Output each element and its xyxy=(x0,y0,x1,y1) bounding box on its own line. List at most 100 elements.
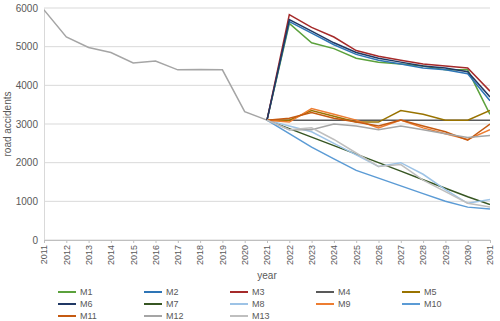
series-line xyxy=(267,109,490,140)
y-tick-label: 5000 xyxy=(16,41,39,52)
x-tick-mark xyxy=(222,240,223,243)
legend-swatch xyxy=(402,291,420,293)
series-line xyxy=(44,10,267,120)
x-tick-label: 2018 xyxy=(195,245,205,265)
series-line xyxy=(267,20,490,121)
grid-line xyxy=(44,162,490,163)
legend-swatch xyxy=(230,315,248,317)
x-tick: 2020 xyxy=(240,240,250,265)
legend-item: M12 xyxy=(144,311,184,321)
legend-item: M10 xyxy=(402,299,442,309)
x-tick-label: 2023 xyxy=(307,245,317,265)
grid-line xyxy=(44,124,490,125)
x-tick-mark xyxy=(289,240,290,243)
x-tick-label: 2017 xyxy=(173,245,183,265)
legend-label: M10 xyxy=(424,299,442,309)
grid-line xyxy=(44,85,490,86)
x-tick-label: 2027 xyxy=(396,245,406,265)
x-tick: 2019 xyxy=(218,240,228,265)
legend-label: M7 xyxy=(166,299,179,309)
legend-item: M3 xyxy=(230,287,265,297)
x-tick: 2013 xyxy=(84,240,94,265)
x-tick-mark xyxy=(245,240,246,243)
x-tick-label: 2030 xyxy=(463,245,473,265)
x-tick: 2025 xyxy=(352,240,362,265)
legend-item: M13 xyxy=(230,311,270,321)
legend-swatch xyxy=(58,291,76,293)
x-tick: 2014 xyxy=(106,240,116,265)
x-tick-label: 2029 xyxy=(441,245,451,265)
x-tick: 2028 xyxy=(418,240,428,265)
x-axis-title: year xyxy=(257,270,277,281)
y-tick-label: 6000 xyxy=(16,3,39,14)
legend-item: M2 xyxy=(144,287,179,297)
x-tick: 2026 xyxy=(374,240,384,265)
y-tick-label: 3000 xyxy=(16,119,39,130)
legend-item: M8 xyxy=(230,299,265,309)
series-line xyxy=(267,22,490,121)
x-tick-label: 2031 xyxy=(485,245,495,265)
x-tick-label: 2012 xyxy=(62,245,72,265)
grid-line xyxy=(44,8,490,9)
x-tick: 2024 xyxy=(329,240,339,265)
x-tick-mark xyxy=(200,240,201,243)
x-tick: 2017 xyxy=(173,240,183,265)
legend-swatch xyxy=(58,303,76,305)
legend-swatch xyxy=(230,291,248,293)
x-tick-mark xyxy=(89,240,90,243)
series-line xyxy=(267,112,490,140)
legend-label: M11 xyxy=(80,311,97,321)
y-tick-label: 4000 xyxy=(16,80,39,91)
x-tick-mark xyxy=(156,240,157,243)
x-tick-mark xyxy=(401,240,402,243)
y-tick: 4000 xyxy=(16,80,44,91)
x-tick-label: 2019 xyxy=(218,245,228,265)
x-tick: 2030 xyxy=(463,240,473,265)
legend-item: M7 xyxy=(144,299,179,309)
x-tick: 2021 xyxy=(262,240,272,265)
legend-label: M12 xyxy=(166,311,184,321)
x-tick: 2023 xyxy=(307,240,317,265)
plot: 0100020003000400050006000201120122013201… xyxy=(16,3,496,265)
x-tick-label: 2016 xyxy=(151,245,161,265)
x-tick: 2022 xyxy=(285,240,295,265)
legend-swatch xyxy=(58,315,76,317)
x-tick-mark xyxy=(423,240,424,243)
legend-item: M5 xyxy=(402,287,437,297)
legend-swatch xyxy=(402,303,420,305)
y-tick-label: 2000 xyxy=(16,157,39,168)
legend-label: M9 xyxy=(338,299,351,309)
y-tick: 5000 xyxy=(16,41,44,52)
x-tick-mark xyxy=(490,240,491,243)
legend-item: M6 xyxy=(58,299,93,309)
x-tick: 2029 xyxy=(441,240,451,265)
legend-label: M4 xyxy=(338,287,351,297)
x-tick: 2016 xyxy=(151,240,161,265)
legend-item: M1 xyxy=(58,287,93,297)
series-line xyxy=(267,120,490,203)
x-tick-mark xyxy=(267,240,268,243)
x-tick-label: 2015 xyxy=(129,245,139,265)
x-tick-label: 2021 xyxy=(262,245,272,265)
x-tick-mark xyxy=(178,240,179,243)
x-tick-mark xyxy=(445,240,446,243)
y-axis-title: road accidents xyxy=(2,91,13,156)
x-tick-label: 2014 xyxy=(106,245,116,265)
x-tick-mark xyxy=(468,240,469,243)
grid-line xyxy=(44,46,490,47)
legend-swatch xyxy=(144,315,162,317)
series-line xyxy=(267,120,490,207)
legend-label: M3 xyxy=(252,287,265,297)
x-tick-label: 2020 xyxy=(240,245,250,265)
x-tick-label: 2025 xyxy=(352,245,362,265)
legend-label: M2 xyxy=(166,287,179,297)
legend-label: M13 xyxy=(252,311,270,321)
x-tick-label: 2011 xyxy=(39,245,49,264)
x-tick-label: 2026 xyxy=(374,245,384,265)
x-tick-mark xyxy=(44,240,45,243)
legend-item: M9 xyxy=(316,299,351,309)
grid-line xyxy=(44,201,490,202)
series-line xyxy=(267,110,490,122)
x-tick-mark xyxy=(334,240,335,243)
legend-swatch xyxy=(316,291,334,293)
